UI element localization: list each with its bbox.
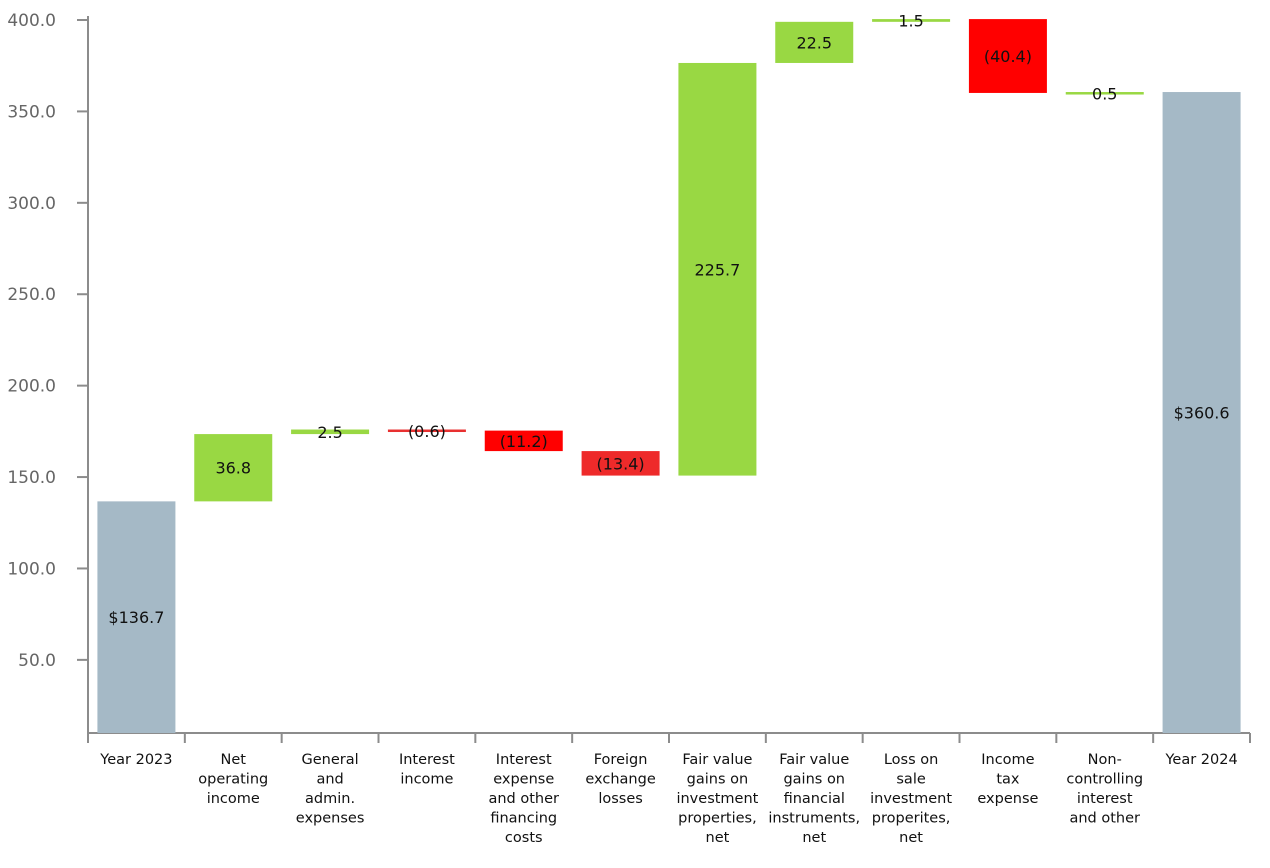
data-label: $136.7	[108, 608, 164, 627]
y-tick-label: 50.0	[18, 651, 56, 671]
x-tick-label: Income tax expense	[977, 752, 1038, 807]
y-tick-label: 100.0	[7, 559, 56, 579]
bar-decrease	[484, 430, 563, 452]
x-tick-label: Year 2023	[99, 752, 172, 768]
x-tick-label: Loss on sale investment properites, net	[870, 752, 952, 846]
bar-increase	[872, 19, 951, 22]
x-tick-label: Non-controlling interest and other	[1066, 752, 1143, 827]
y-tick-label: 150.0	[7, 468, 56, 488]
data-label: 1.5	[898, 11, 923, 30]
y-tick-label: 200.0	[7, 377, 56, 397]
bar-increase	[194, 434, 273, 502]
bar-total	[1162, 92, 1241, 734]
x-tick-label: Fair value gains on investment properties, n…	[676, 752, 758, 846]
bar-increase	[291, 429, 370, 435]
y-tick-label: 400.0	[7, 11, 56, 31]
x-tick-label: Year 2024	[1164, 752, 1237, 768]
data-label: 36.8	[215, 459, 251, 478]
bar-increase	[1065, 92, 1144, 95]
data-label: $360.6	[1174, 404, 1230, 423]
x-tick-label: Fair value gains on financial instruments, n…	[768, 752, 860, 846]
bar-decrease	[968, 19, 1047, 93]
data-label: 2.5	[317, 423, 342, 442]
data-label: (11.2)	[500, 432, 548, 451]
bar-decrease	[387, 429, 466, 433]
x-tick-label: Net operating income	[198, 752, 268, 807]
bar-decrease	[581, 451, 660, 476]
data-label: 0.5	[1092, 84, 1117, 103]
y-tick-label: 350.0	[7, 102, 56, 122]
data-label: 225.7	[695, 260, 741, 279]
data-label: (13.4)	[597, 454, 645, 473]
data-label: 22.5	[796, 33, 832, 52]
bar-increase	[678, 62, 757, 476]
x-tick-label: Interest income	[399, 752, 455, 788]
y-tick-label: 250.0	[7, 285, 56, 305]
x-tick-label: General and admin. expenses	[296, 752, 365, 827]
bar-total	[97, 501, 176, 733]
x-tick-label: Foreign exchange losses	[585, 752, 655, 807]
y-tick-label: 300.0	[7, 194, 56, 214]
data-label: (40.4)	[984, 47, 1032, 66]
x-tick-label: Interest expense and other financing costs	[488, 752, 559, 846]
data-label: (0.6)	[408, 422, 446, 441]
bar-increase	[775, 21, 854, 63]
